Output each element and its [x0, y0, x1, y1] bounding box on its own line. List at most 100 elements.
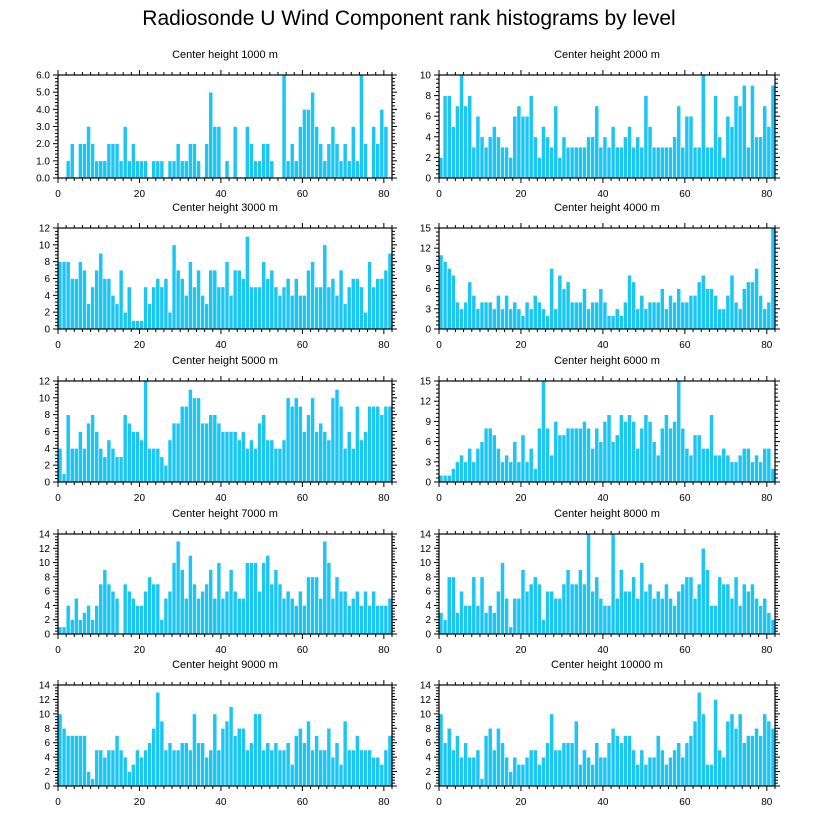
bar — [94, 749, 100, 787]
x-tick-label: 60 — [679, 189, 691, 200]
bar — [504, 295, 509, 330]
bar — [86, 422, 91, 483]
y-tick-label: 14 — [420, 530, 432, 541]
bar — [330, 126, 336, 179]
bar — [122, 414, 128, 483]
bar — [298, 590, 303, 635]
chart-title: Center height 4000 m — [554, 202, 660, 214]
bar — [770, 619, 776, 635]
bar — [709, 288, 714, 330]
chart-panel: Center height 4000 m 0 20 40 60 80 0 3 6 9 12 15 — [420, 202, 780, 351]
bar — [754, 136, 759, 179]
x-tick-label: 0 — [55, 797, 61, 808]
x-tick-label: 20 — [134, 645, 146, 656]
bar — [318, 422, 324, 483]
bar — [65, 261, 71, 330]
bar — [302, 431, 307, 483]
bar — [200, 590, 205, 635]
bar — [549, 146, 555, 179]
bar — [155, 583, 161, 635]
bar — [310, 576, 315, 635]
bar — [289, 143, 295, 179]
bar — [479, 136, 485, 179]
bar — [65, 605, 71, 635]
bar — [367, 749, 372, 787]
bar — [561, 583, 567, 635]
bar — [163, 464, 169, 483]
x-tick-label: 20 — [515, 189, 527, 200]
chart-panel: Center height 1000 m 0 20 40 60 80 0.0 1.0 2.0 3.… — [36, 49, 397, 200]
bar — [508, 771, 514, 787]
y-tick-label: 6.0 — [36, 71, 50, 82]
bar — [200, 742, 205, 787]
bar — [442, 261, 448, 330]
x-tick-label: 0 — [436, 189, 442, 200]
bar — [131, 764, 136, 787]
bar — [82, 448, 87, 483]
bar — [623, 735, 628, 787]
bar — [537, 157, 542, 179]
bar — [289, 405, 295, 483]
bar — [306, 576, 311, 635]
bar — [383, 126, 389, 179]
y-tick-label: 0 — [425, 174, 431, 185]
bar — [528, 749, 534, 787]
bar — [330, 278, 336, 330]
bar — [676, 380, 682, 483]
bar — [450, 576, 456, 635]
bar — [232, 126, 238, 179]
y-tick-label: 0 — [425, 478, 431, 489]
bar — [338, 269, 344, 330]
x-tick-label: 20 — [134, 189, 146, 200]
bar — [578, 427, 583, 483]
bar — [86, 126, 91, 179]
x-tick-label: 60 — [679, 340, 691, 351]
bar — [573, 583, 579, 635]
bar — [355, 278, 360, 330]
bar — [183, 295, 189, 330]
bar — [725, 583, 731, 635]
bar — [639, 562, 645, 635]
bar — [573, 146, 579, 179]
bar — [680, 301, 686, 330]
bar — [770, 85, 776, 179]
bar — [342, 303, 348, 330]
bar — [135, 431, 140, 483]
bar — [565, 569, 571, 635]
bar — [573, 720, 579, 787]
bar — [655, 301, 661, 330]
bar — [175, 422, 181, 483]
bar — [524, 461, 530, 483]
bar — [159, 286, 165, 330]
bar — [212, 269, 218, 330]
bar — [179, 405, 185, 483]
bar — [314, 735, 319, 787]
bar — [471, 756, 477, 787]
x-tick-label: 80 — [761, 189, 773, 200]
bar — [94, 605, 100, 635]
bar — [367, 605, 372, 635]
bar — [557, 274, 563, 330]
bar — [483, 735, 489, 787]
bar — [676, 590, 682, 635]
y-tick-label: 0 — [425, 630, 431, 641]
bar — [192, 713, 197, 787]
bar — [606, 742, 612, 787]
bar — [302, 742, 307, 787]
bar — [668, 427, 673, 483]
bar — [322, 244, 328, 330]
bar — [594, 742, 600, 787]
bar — [520, 115, 526, 179]
bar — [196, 597, 201, 635]
bar — [672, 421, 677, 483]
x-tick-label: 40 — [597, 189, 609, 200]
bar — [713, 295, 718, 330]
bar — [565, 742, 571, 787]
bar — [273, 286, 279, 330]
bar — [269, 439, 275, 483]
bar — [590, 448, 596, 483]
y-tick-label: 2 — [425, 767, 431, 778]
bar — [151, 448, 157, 483]
x-tick-label: 80 — [378, 340, 390, 351]
bar — [471, 576, 477, 635]
